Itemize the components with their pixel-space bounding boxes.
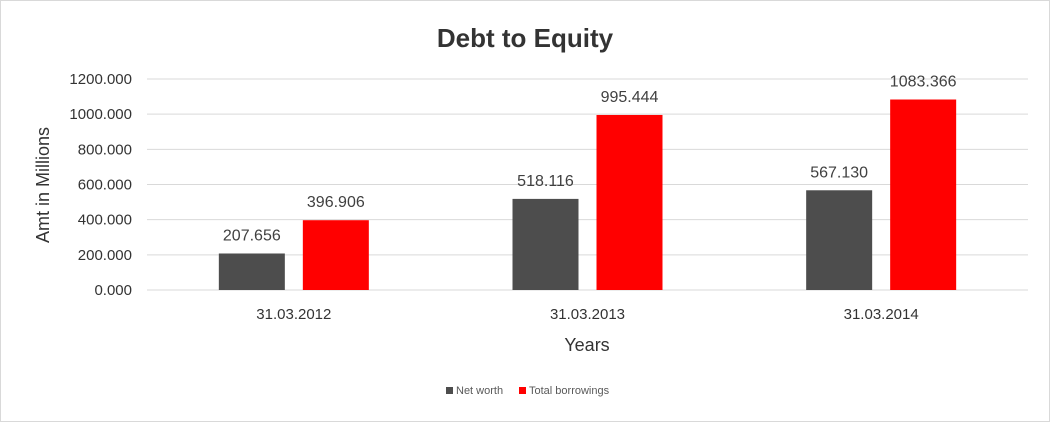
- bars: [218, 99, 957, 290]
- data-label: 567.130: [810, 164, 868, 181]
- data-label: 1083.366: [890, 74, 957, 91]
- x-tick-label: 31.03.2012: [256, 306, 331, 323]
- x-axis-ticks: 31.03.2012 31.03.2013 31.03.2014: [256, 306, 918, 323]
- bar-total-borrowings: [302, 220, 369, 290]
- bar-net-worth: [512, 198, 579, 290]
- y-tick-label: 0.000: [94, 282, 132, 299]
- legend-label: Total borrowings: [529, 385, 610, 397]
- y-axis-title: Amt in Millions: [33, 127, 53, 243]
- data-labels: 207.656 396.906 518.116 995.444 567.130 1083.…: [223, 74, 957, 245]
- y-tick-label: 1200.000: [69, 71, 132, 88]
- data-label: 995.444: [601, 89, 659, 106]
- gridlines: [147, 78, 1028, 291]
- legend-label: Net worth: [456, 385, 503, 397]
- data-label: 207.656: [223, 227, 281, 244]
- bar-total-borrowings: [890, 99, 957, 290]
- y-tick-label: 800.000: [78, 141, 132, 158]
- legend-swatch: [446, 387, 453, 394]
- bar-total-borrowings: [596, 114, 663, 290]
- data-label: 396.906: [307, 194, 365, 211]
- y-tick-label: 600.000: [78, 177, 132, 194]
- x-tick-label: 31.03.2013: [550, 306, 625, 323]
- y-tick-label: 400.000: [78, 212, 132, 229]
- chart-title: Debt to Equity: [437, 23, 614, 53]
- bar-net-worth: [218, 253, 285, 290]
- y-axis-ticks: 0.000 200.000 400.000 600.000 800.000 1000.00…: [69, 71, 132, 299]
- y-tick-label: 200.000: [78, 247, 132, 264]
- legend: Net worth Total borrowings: [446, 385, 610, 397]
- bar-net-worth: [806, 190, 873, 290]
- legend-swatch: [519, 387, 526, 394]
- x-axis-title: Years: [564, 335, 609, 355]
- data-label: 518.116: [517, 173, 574, 190]
- x-tick-label: 31.03.2014: [844, 306, 919, 323]
- y-tick-label: 1000.000: [69, 106, 132, 123]
